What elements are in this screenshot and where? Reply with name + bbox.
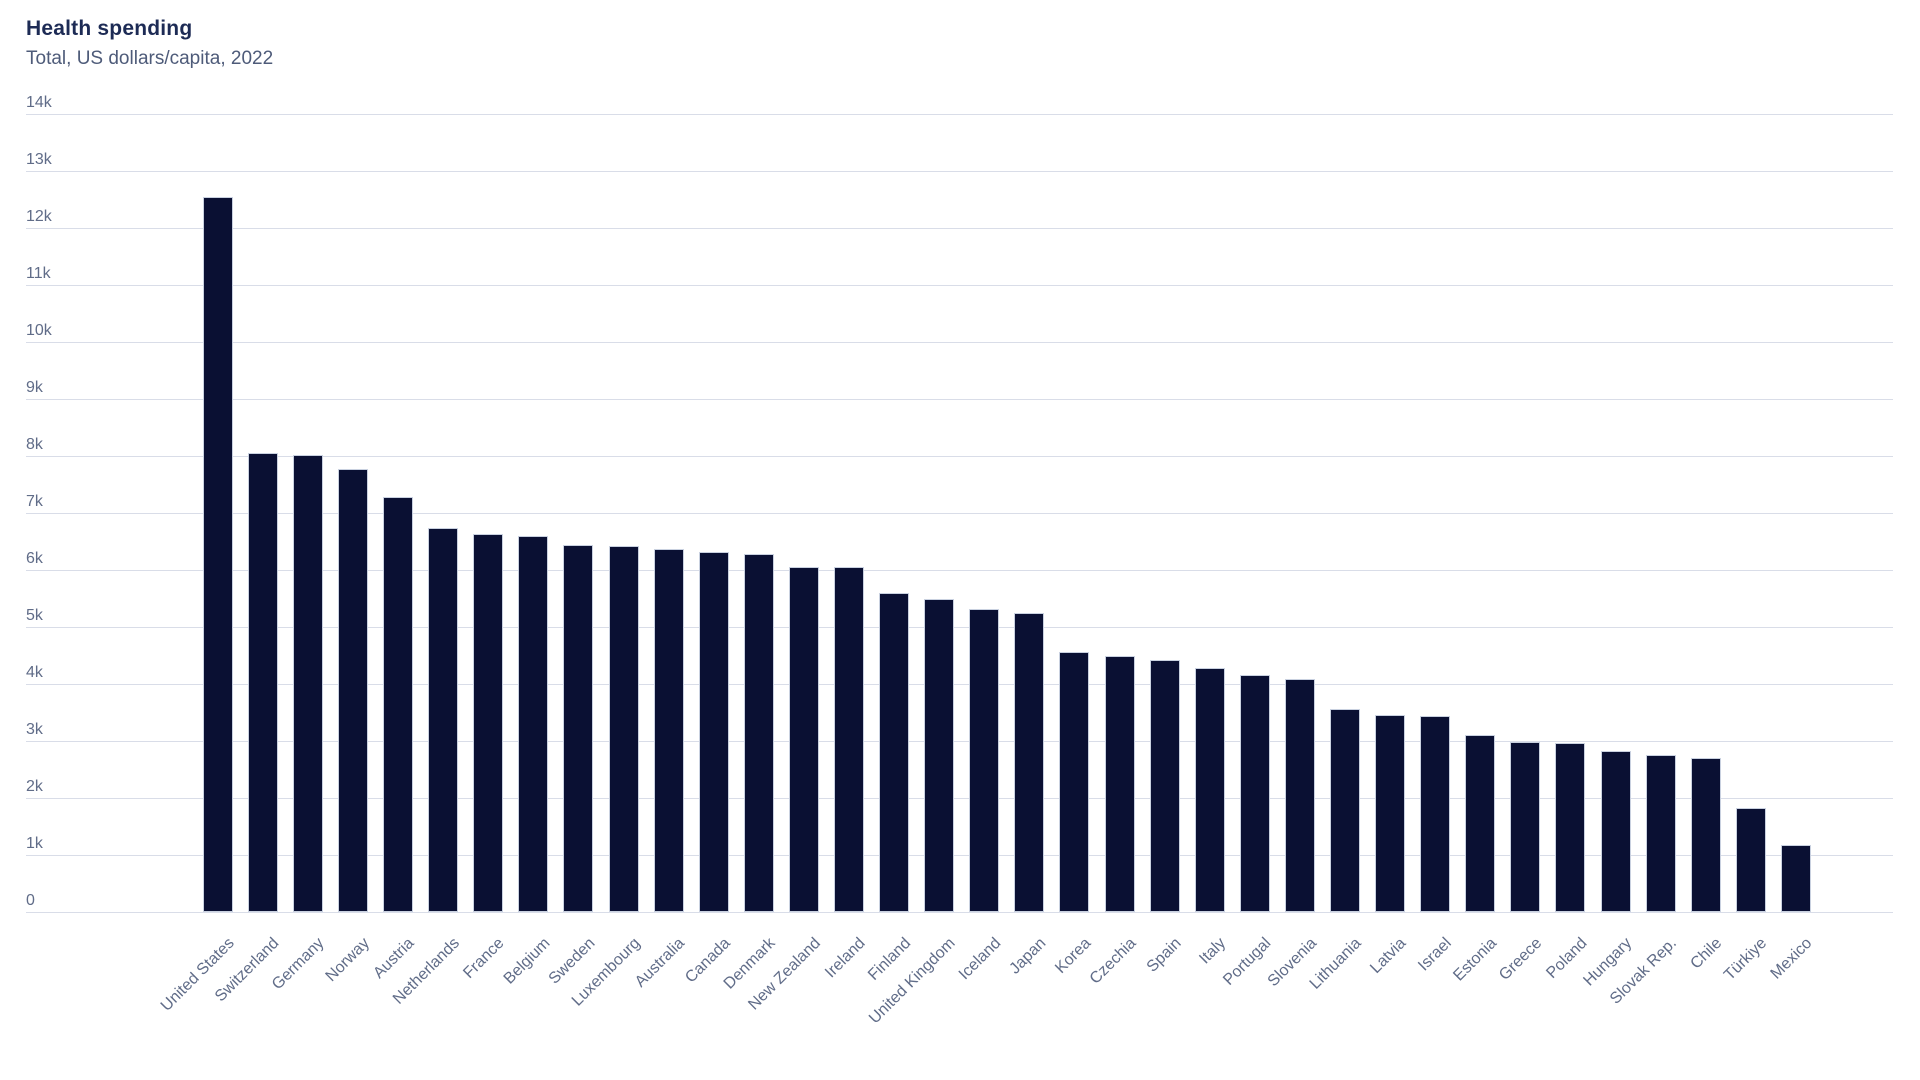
bar-denmark[interactable] xyxy=(743,554,774,912)
x-axis-label-spain: Spain xyxy=(1143,934,1185,976)
bar-estonia[interactable] xyxy=(1465,734,1496,912)
bar-italy[interactable] xyxy=(1194,667,1225,912)
bar-united-kingdom[interactable] xyxy=(924,599,955,912)
y-axis-label-10k: 10k xyxy=(26,322,52,339)
x-axis-label-mexico: Mexico xyxy=(1767,934,1816,983)
x-axis-label-iceland: Iceland xyxy=(955,934,1004,984)
y-axis-label-11k: 11k xyxy=(26,265,51,282)
x-axis-label-belgium: Belgium xyxy=(500,934,554,988)
y-axis-label-6k: 6k xyxy=(26,550,43,567)
bar-germany[interactable] xyxy=(292,455,323,912)
bar-spain[interactable] xyxy=(1149,659,1180,912)
bar-korea[interactable] xyxy=(1059,651,1090,912)
bar-switzerland[interactable] xyxy=(247,453,278,912)
bar-united-states[interactable] xyxy=(202,197,233,912)
bar-finland[interactable] xyxy=(879,592,909,912)
x-axis-label-italy: Italy xyxy=(1196,934,1230,968)
y-axis-label-2k: 2k xyxy=(26,778,43,795)
bar-belgium[interactable] xyxy=(518,535,549,912)
y-axis-label-12k: 12k xyxy=(26,208,52,225)
bar-japan[interactable] xyxy=(1014,612,1045,913)
y-axis-label-0: 0 xyxy=(26,892,35,909)
y-axis-label-1k: 1k xyxy=(26,835,43,852)
bar-ireland[interactable] xyxy=(834,567,864,912)
bar-lithuania[interactable] xyxy=(1329,708,1360,912)
bar-austria[interactable] xyxy=(383,497,414,912)
x-axis-label-estonia: Estonia xyxy=(1450,934,1500,985)
bar-chile[interactable] xyxy=(1690,758,1721,912)
gridline-4k xyxy=(26,684,1893,685)
x-axis-label-t-rkiye: Türkiye xyxy=(1721,934,1771,984)
y-axis-label-4k: 4k xyxy=(26,664,43,681)
gridline-0 xyxy=(26,912,1893,913)
x-axis-label-greece: Greece xyxy=(1495,934,1546,984)
gridline-10k xyxy=(26,342,1893,343)
y-axis-label-14k: 14k xyxy=(26,94,52,111)
y-axis-label-7k: 7k xyxy=(26,493,43,510)
bar-mexico[interactable] xyxy=(1780,844,1811,912)
bar-slovak-rep[interactable] xyxy=(1645,754,1676,912)
bar-slovenia[interactable] xyxy=(1284,678,1315,912)
gridline-8k xyxy=(26,456,1893,457)
bar-czechia[interactable] xyxy=(1104,655,1135,912)
gridline-5k xyxy=(26,627,1893,628)
bar-australia[interactable] xyxy=(653,548,684,912)
bar-latvia[interactable] xyxy=(1375,715,1405,913)
gridline-7k xyxy=(26,513,1893,514)
y-axis-label-8k: 8k xyxy=(26,436,43,453)
gridline-13k xyxy=(26,171,1893,172)
gridline-14k xyxy=(26,114,1893,115)
x-axis-label-israel: Israel xyxy=(1415,934,1455,975)
gridline-6k xyxy=(26,570,1893,571)
bar-netherlands[interactable] xyxy=(428,528,459,912)
chart-subtitle: Total, US dollars/capita, 2022 xyxy=(26,48,274,69)
bar-greece[interactable] xyxy=(1510,741,1541,912)
bar-sweden[interactable] xyxy=(563,544,594,912)
bar-france[interactable] xyxy=(473,534,504,912)
y-axis-label-5k: 5k xyxy=(26,607,43,624)
gridline-12k xyxy=(26,228,1893,229)
bar-israel[interactable] xyxy=(1420,715,1451,912)
x-axis-label-japan: Japan xyxy=(1006,934,1050,978)
bar-t-rkiye[interactable] xyxy=(1735,807,1766,912)
gridline-2k xyxy=(26,798,1893,799)
bar-canada[interactable] xyxy=(698,551,729,912)
y-axis-label-13k: 13k xyxy=(26,151,52,168)
gridline-11k xyxy=(26,285,1893,286)
bar-hungary[interactable] xyxy=(1600,751,1631,912)
bar-luxembourg[interactable] xyxy=(608,545,639,912)
bar-new-zealand[interactable] xyxy=(788,566,819,912)
bar-portugal[interactable] xyxy=(1239,674,1270,912)
chart-title: Health spending xyxy=(26,17,193,40)
x-axis-label-ireland: Ireland xyxy=(822,934,869,982)
x-axis-label-czechia: Czechia xyxy=(1086,934,1140,988)
bar-poland[interactable] xyxy=(1555,743,1586,912)
bar-iceland[interactable] xyxy=(969,609,1000,912)
y-axis-label-9k: 9k xyxy=(26,379,43,396)
x-axis-label-chile: Chile xyxy=(1687,934,1726,973)
gridline-3k xyxy=(26,741,1893,742)
bar-norway[interactable] xyxy=(338,469,368,912)
x-axis-label-norway: Norway xyxy=(322,934,373,986)
x-axis-label-latvia: Latvia xyxy=(1367,934,1410,977)
gridline-9k xyxy=(26,399,1893,400)
y-axis-label-3k: 3k xyxy=(26,721,43,738)
gridline-1k xyxy=(26,855,1893,856)
